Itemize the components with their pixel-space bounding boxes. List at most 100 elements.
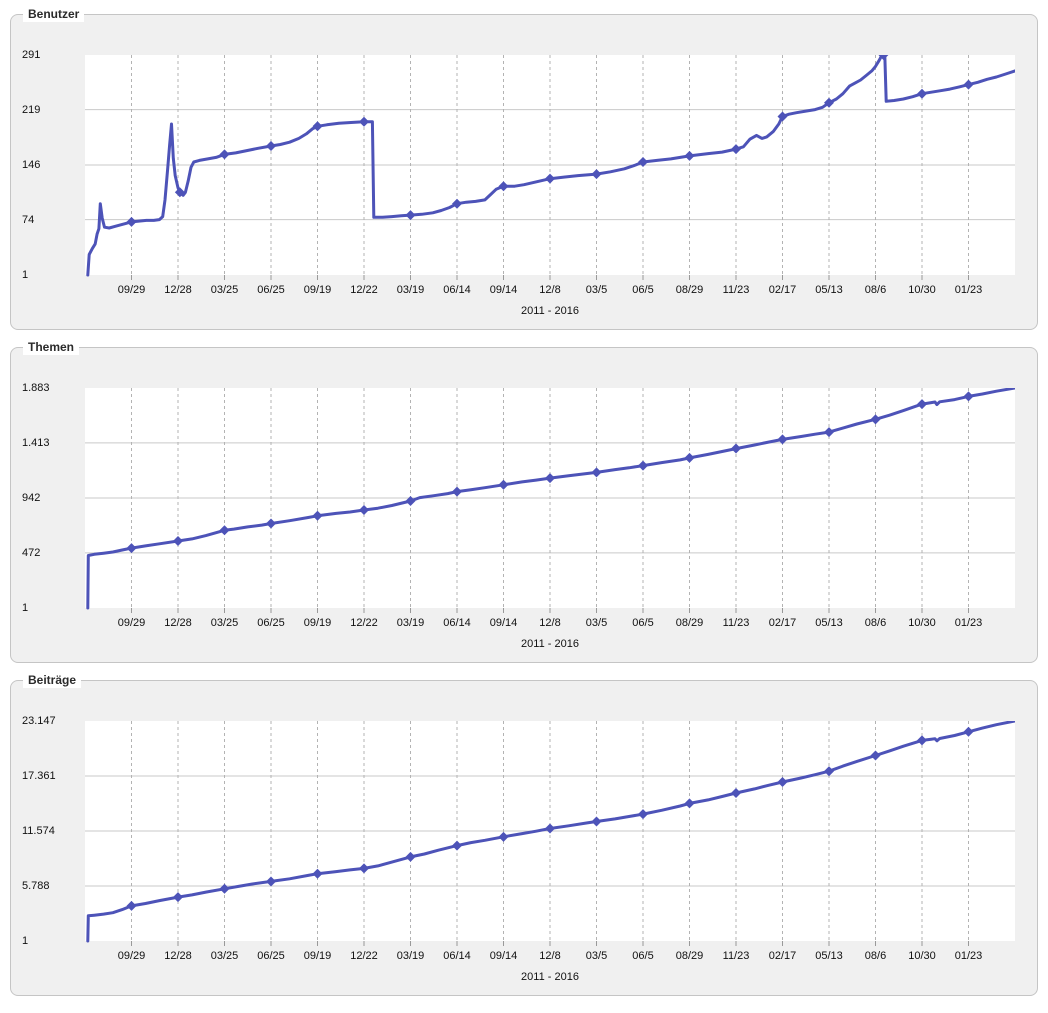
- data-point-marker: [405, 210, 416, 221]
- x-axis-tick-label: 08/6: [864, 284, 887, 296]
- x-axis-tick-label: 12/22: [350, 617, 378, 629]
- panel-beitraege: Beiträge 23.147 17.361 11.574 5.788 1 09/29 1…: [10, 672, 1038, 996]
- data-point-marker: [638, 156, 648, 167]
- y-axis-tick-label: 1: [22, 935, 29, 947]
- beitraege-chart: 23.147 17.361 11.574 5.788 1 09/29 12/28 03/25…: [11, 715, 1037, 983]
- x-axis-caption: 2011 - 2016: [521, 305, 579, 317]
- chart-canvas: [85, 388, 1015, 613]
- y-axis-tick-label: 1: [22, 269, 29, 281]
- x-axis-tick-label: 09/29: [117, 284, 146, 296]
- data-point-marker: [963, 391, 974, 402]
- data-point-marker: [405, 496, 416, 507]
- x-axis-tick-label: 12/8: [539, 950, 561, 962]
- data-point-marker: [591, 467, 602, 478]
- data-point-marker: [312, 868, 323, 879]
- data-point-marker: [173, 536, 183, 547]
- data-point-marker: [917, 88, 927, 99]
- x-axis-tick-label: 09/29: [117, 950, 146, 962]
- y-axis-tick-label: 74: [22, 213, 35, 226]
- data-point-marker: [824, 766, 834, 777]
- x-axis-tick-label: 05/13: [815, 950, 843, 962]
- data-point-marker: [405, 851, 416, 862]
- x-axis-tick-label: 09/19: [303, 950, 332, 962]
- data-point-marker: [126, 543, 137, 554]
- x-axis-tick-label: 06/14: [443, 617, 471, 629]
- data-point-marker: [219, 149, 230, 160]
- data-point-marker: [917, 399, 927, 410]
- data-point-marker: [638, 460, 648, 471]
- data-point-marker: [545, 173, 555, 184]
- x-axis-tick-label: 09/29: [117, 617, 146, 629]
- data-point-marker: [878, 55, 889, 60]
- data-point-marker: [266, 876, 276, 887]
- data-point-marker: [824, 97, 834, 108]
- themen-chart: 1.883 1.413 942 472 1 09/29 12/28 03/25 06/25 09…: [11, 382, 1037, 650]
- x-axis-tick-label: 09/14: [489, 617, 518, 629]
- data-point-marker: [777, 434, 788, 445]
- y-axis-labels: 291 219 146 74 1: [11, 49, 85, 317]
- x-axis-tick-label: 06/25: [257, 617, 285, 629]
- x-axis-tick-label: 06/5: [632, 617, 654, 629]
- line-series: [86, 388, 1015, 610]
- x-axis-tick-label: 12/22: [350, 950, 378, 962]
- data-point-marker: [684, 452, 695, 463]
- x-axis-tick-label: 12/28: [164, 950, 192, 962]
- plot-area: 09/29 12/28 03/25 06/25 09/19 12/22 03/19 06/14…: [85, 388, 1015, 650]
- y-axis-tick-label: 219: [22, 103, 41, 116]
- x-axis-tick-label: 11/23: [722, 284, 750, 296]
- y-axis-tick-label: 23.147: [22, 715, 56, 727]
- x-axis-tick-label: 03/19: [396, 284, 425, 296]
- y-axis-tick-label: 17.361: [22, 769, 56, 782]
- y-axis-tick-label: 146: [22, 159, 41, 171]
- data-point-marker: [684, 150, 695, 161]
- data-point-marker: [545, 823, 555, 834]
- data-point-marker: [777, 111, 788, 122]
- x-axis-tick-label: 06/25: [257, 950, 285, 962]
- x-axis-tick-label: 02/17: [768, 950, 797, 962]
- panel-title-benutzer: Benutzer: [23, 6, 85, 22]
- x-axis-tick-label: 08/29: [675, 617, 704, 629]
- x-axis-tick-label: 03/5: [585, 284, 608, 296]
- y-axis-tick-label: 291: [22, 49, 41, 61]
- x-axis-tick-label: 08/6: [864, 950, 887, 962]
- data-point-marker: [870, 750, 881, 761]
- x-axis-tick-label: 03/5: [585, 950, 608, 962]
- data-point-marker: [359, 863, 369, 874]
- x-axis-tick-label: 11/23: [722, 950, 750, 962]
- y-axis-tick-label: 942: [22, 492, 41, 504]
- data-point-marker: [777, 776, 788, 787]
- x-axis-tick-label: 12/8: [539, 617, 561, 629]
- y-axis-tick-label: 1.883: [22, 382, 50, 394]
- panel-title-beitraege: Beiträge: [23, 672, 82, 688]
- x-axis-tick-label: 03/25: [210, 617, 239, 629]
- statistics-page: Benutzer 291 219 146 74 1 09/29 12/28 03/25 06/…: [10, 6, 1038, 996]
- data-point-marker: [126, 900, 137, 911]
- x-axis-tick-label: 06/14: [443, 284, 471, 296]
- data-point-marker: [498, 479, 509, 490]
- data-point-marker: [824, 427, 834, 438]
- data-point-marker: [917, 735, 927, 746]
- x-axis-tick-label: 08/29: [675, 950, 704, 962]
- x-axis-tick-label: 08/29: [675, 284, 704, 296]
- x-axis-tick-label: 03/25: [210, 284, 239, 296]
- y-axis-tick-label: 472: [22, 546, 41, 559]
- data-point-marker: [174, 187, 185, 198]
- x-axis-tick-label: 12/28: [164, 284, 192, 296]
- x-axis-caption: 2011 - 2016: [521, 971, 579, 983]
- data-point-marker: [359, 116, 369, 127]
- x-axis-tick-label: 12/22: [350, 284, 378, 296]
- x-axis-tick-label: 09/19: [303, 617, 332, 629]
- data-point-marker: [173, 892, 183, 903]
- x-axis-tick-label: 06/14: [443, 950, 471, 962]
- x-axis-tick-label: 05/13: [815, 284, 843, 296]
- data-point-marker: [731, 443, 741, 454]
- panel-themen: Themen 1.883 1.413 942 472 1 09/29 12/28 03/25…: [10, 339, 1038, 663]
- data-point-marker: [266, 141, 276, 152]
- x-axis-tick-label: 01/23: [954, 950, 983, 962]
- data-point-marker: [684, 798, 695, 809]
- panel-title-themen: Themen: [23, 339, 80, 355]
- plot-area: 09/29 12/28 03/25 06/25 09/19 12/22 03/19 06/14…: [85, 721, 1015, 983]
- benutzer-chart: 291 219 146 74 1 09/29 12/28 03/25 06/25 09/19 12…: [11, 49, 1037, 317]
- data-point-marker: [870, 414, 881, 425]
- line-series: [86, 55, 1015, 277]
